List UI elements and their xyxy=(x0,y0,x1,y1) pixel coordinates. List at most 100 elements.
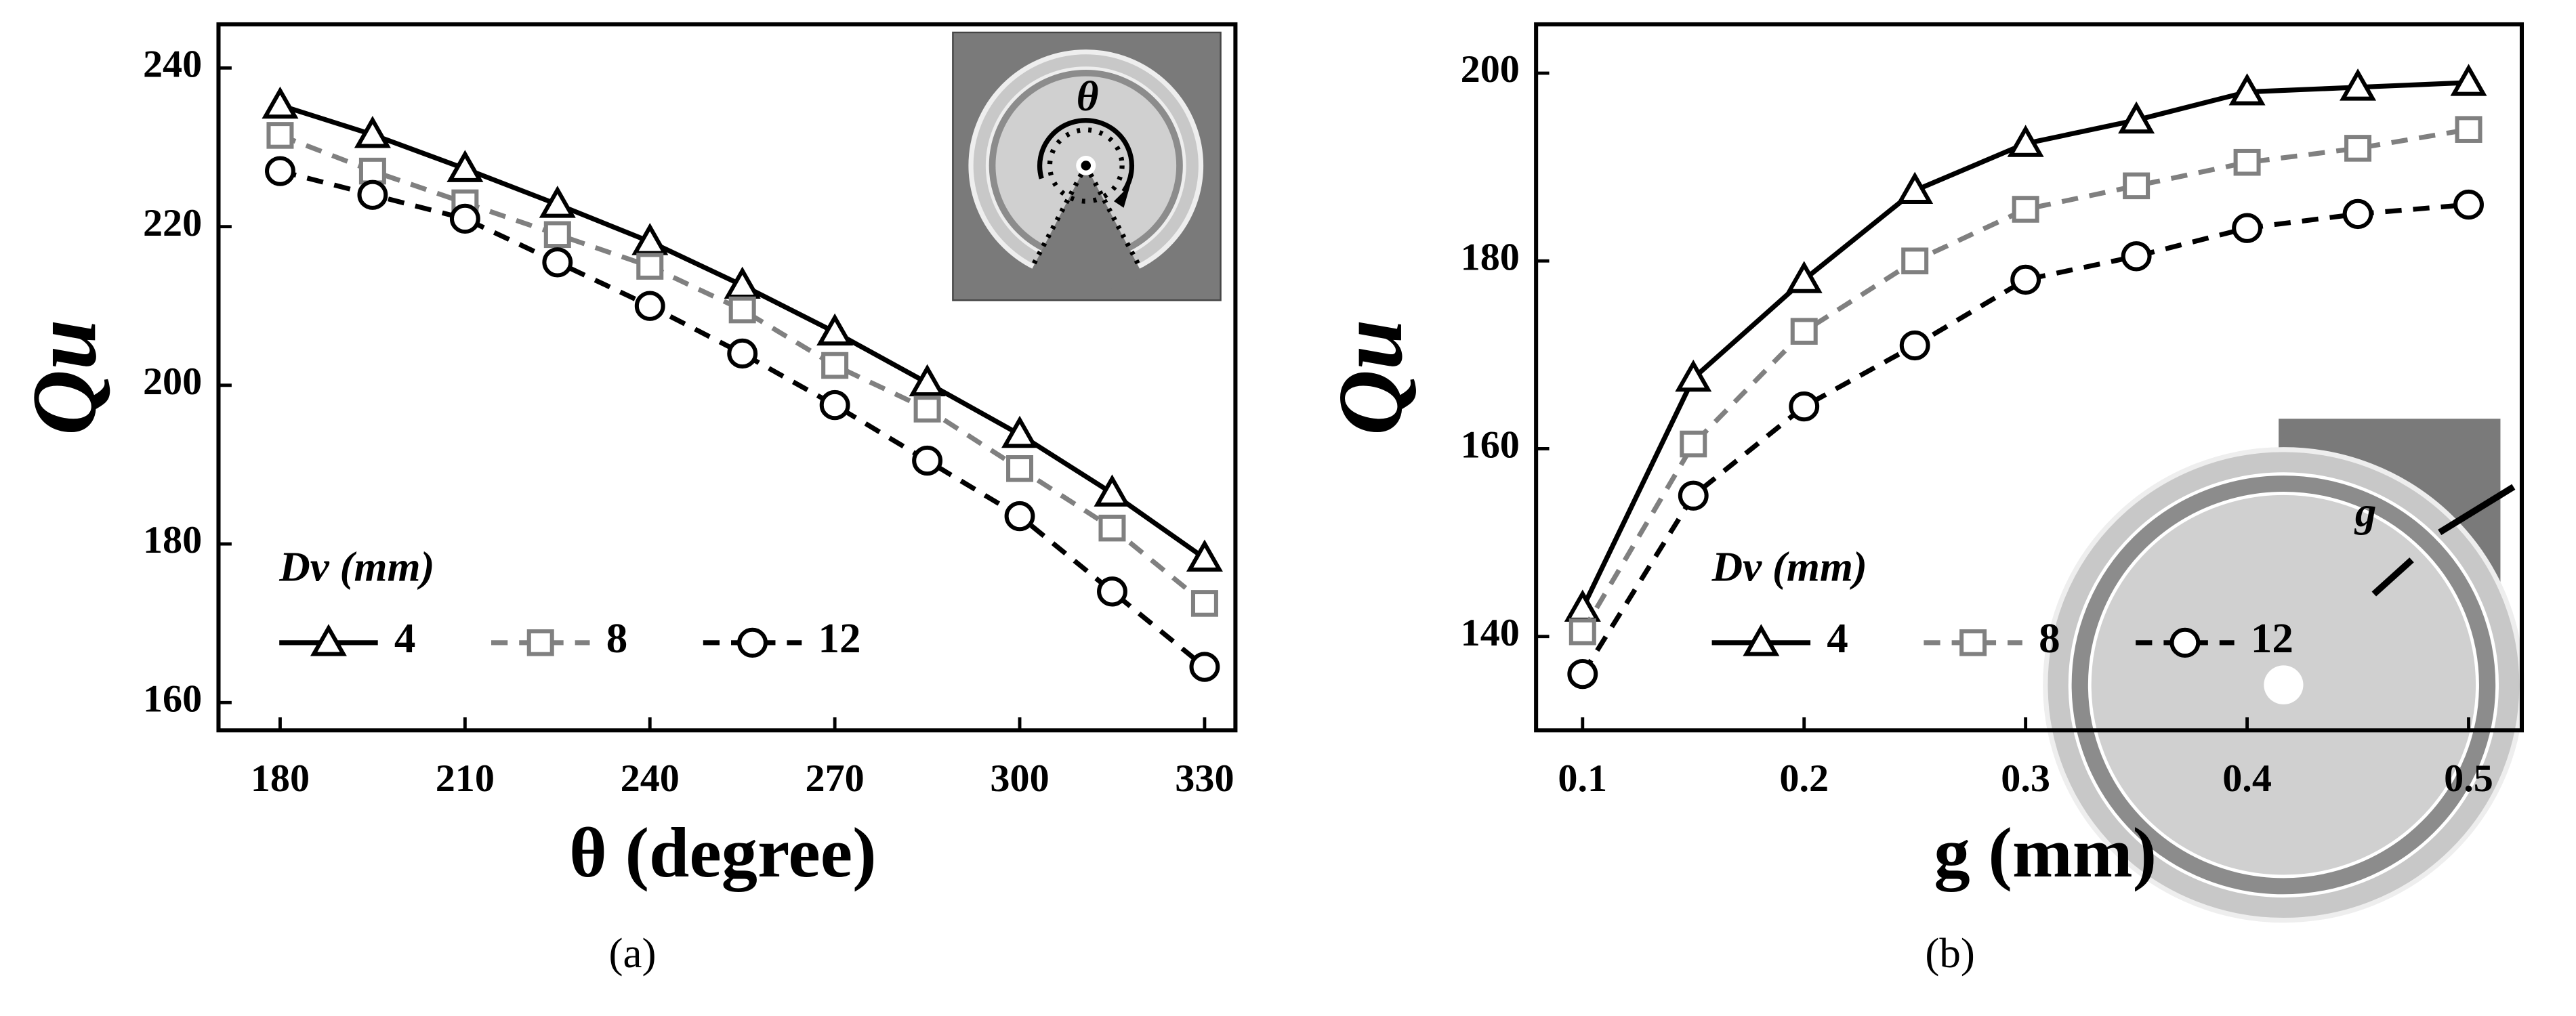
y-tick-label: 200 xyxy=(143,359,202,403)
marker xyxy=(1743,624,1780,656)
legend-title: Dv (mm) xyxy=(278,543,434,591)
marker xyxy=(909,364,946,397)
marker xyxy=(1901,247,1929,275)
legend-label: 8 xyxy=(2039,615,2060,662)
marker xyxy=(1098,514,1126,542)
marker xyxy=(526,629,554,656)
marker xyxy=(728,296,756,324)
x-axis-label: θ (degree) xyxy=(569,813,877,892)
marker xyxy=(2169,627,2201,658)
marker xyxy=(821,352,849,379)
marker xyxy=(1186,539,1223,572)
x-tick-label: 0.5 xyxy=(2444,756,2493,800)
y-tick-label: 180 xyxy=(143,518,202,562)
series-line xyxy=(1580,127,2470,633)
marker xyxy=(2344,135,2372,162)
inset-b xyxy=(2043,419,2525,923)
caption: (a) xyxy=(609,929,657,977)
marker xyxy=(737,627,768,658)
series-line xyxy=(1580,202,2469,675)
marker xyxy=(2455,116,2482,143)
marker xyxy=(2342,198,2373,230)
marker xyxy=(1790,318,1818,345)
x-axis-label: g (mm) xyxy=(1934,813,2157,892)
legend-title: Dv (mm) xyxy=(1711,543,1867,591)
caption: (b) xyxy=(1925,929,1974,977)
marker xyxy=(913,396,941,423)
marker xyxy=(2123,172,2151,200)
marker xyxy=(2010,264,2041,295)
legend-label: 4 xyxy=(394,615,416,662)
marker xyxy=(819,389,850,421)
x-tick-label: 210 xyxy=(436,756,495,800)
marker xyxy=(1001,415,1039,448)
marker xyxy=(265,156,295,186)
marker xyxy=(1189,652,1220,682)
y-axis-label: Qu xyxy=(1320,319,1421,436)
marker xyxy=(542,247,573,278)
marker xyxy=(446,150,484,182)
marker xyxy=(1190,590,1218,617)
marker xyxy=(354,116,391,148)
marker xyxy=(2450,64,2487,96)
marker xyxy=(636,253,664,280)
x-tick-label: 270 xyxy=(805,756,864,800)
marker xyxy=(2228,73,2266,106)
marker xyxy=(2012,196,2039,223)
marker xyxy=(262,86,299,119)
marker xyxy=(539,186,576,218)
marker xyxy=(2453,189,2484,220)
legend-title-text: Dv (mm) xyxy=(1711,543,1867,591)
marker xyxy=(1097,576,1127,607)
x-tick-label: 240 xyxy=(621,756,680,800)
x-tick-label: 180 xyxy=(251,756,310,800)
marker xyxy=(2232,213,2263,243)
y-tick-label: 160 xyxy=(1461,423,1520,467)
marker xyxy=(2118,101,2155,134)
marker xyxy=(727,338,758,369)
marker xyxy=(724,266,761,299)
y-tick-label: 140 xyxy=(1461,610,1520,654)
marker xyxy=(1567,658,1598,690)
plot-frame xyxy=(1534,22,2525,733)
marker xyxy=(1678,480,1709,511)
marker xyxy=(1785,261,1823,293)
marker xyxy=(1094,474,1131,507)
marker xyxy=(1564,589,1601,622)
marker xyxy=(2121,241,2152,272)
marker xyxy=(1680,430,1707,458)
x-tick-label: 0.2 xyxy=(1779,756,1829,800)
marker xyxy=(1899,330,1930,361)
marker xyxy=(1675,359,1712,392)
x-tick-label: 0.4 xyxy=(2222,756,2272,800)
legend-label: 12 xyxy=(818,615,861,662)
legend-title-text: Dv (mm) xyxy=(278,543,434,591)
marker xyxy=(266,122,294,149)
marker xyxy=(358,157,386,185)
inset-label: θ xyxy=(1077,72,1099,120)
marker xyxy=(2340,68,2377,101)
marker xyxy=(1896,171,1934,205)
marker xyxy=(543,221,571,249)
marker xyxy=(1569,618,1596,645)
y-tick-label: 240 xyxy=(143,42,202,86)
marker xyxy=(1006,455,1034,482)
marker xyxy=(449,203,480,234)
marker xyxy=(816,313,854,346)
x-tick-label: 0.1 xyxy=(1558,756,1607,800)
marker xyxy=(1959,629,1987,656)
y-axis-label: Qu xyxy=(14,319,116,436)
y-tick-label: 180 xyxy=(1461,235,1520,279)
legend-label: 8 xyxy=(606,615,628,662)
x-tick-label: 0.3 xyxy=(2001,756,2050,800)
marker xyxy=(1789,391,1820,422)
marker xyxy=(634,291,665,321)
x-tick-label: 330 xyxy=(1175,756,1234,800)
marker xyxy=(2007,125,2044,157)
plot-frame xyxy=(216,22,1238,733)
series-line xyxy=(279,133,1207,606)
marker xyxy=(310,624,347,656)
marker xyxy=(912,445,943,476)
x-tick-label: 300 xyxy=(990,756,1049,800)
